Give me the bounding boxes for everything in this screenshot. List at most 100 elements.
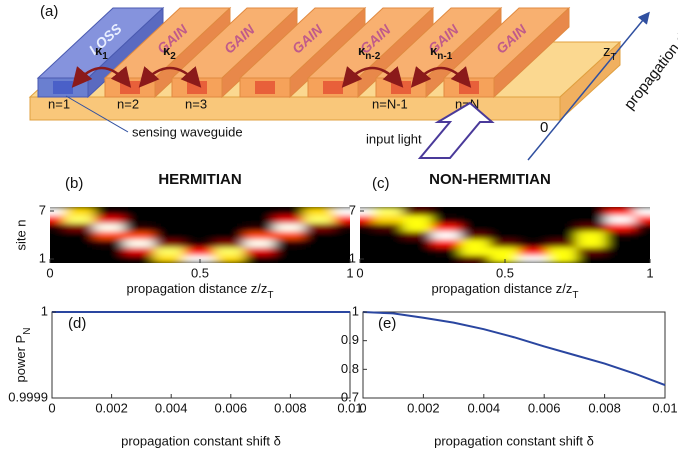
heatmap-cell [214,222,246,232]
heatmap-cell [154,207,186,216]
heatmap-cell [402,238,434,248]
coupling-arrow [410,66,472,88]
x-tick-label: 0.002 [407,400,440,415]
heatmap-cell [50,246,66,256]
heatmap-cell [431,246,463,256]
heatmap-cell [244,230,276,240]
panel-label: (a) [40,3,58,20]
heatmap-cell [634,222,650,232]
x-tick-label: 0.01 [337,400,362,415]
heatmap-cell [576,207,608,216]
x-axis-label: propagation distance z/zT [126,281,273,300]
waveguide-core [459,81,479,94]
heatmap-cell [402,222,434,232]
y-tick-label: 1 [41,303,48,318]
heatmap-cell [334,222,350,232]
heatmap-cell [64,254,96,263]
chart-title: HERMITIAN [158,171,241,188]
heatmap-cell [94,230,126,240]
heatmap-cell [64,238,96,248]
heatmap-cell [184,214,216,224]
heatmap-cell [214,207,246,216]
x-axis-label: propagation distance z/zT [431,281,578,300]
heatmap-cell [518,207,550,216]
y-tick-label: 0.9999 [8,389,48,404]
panel-label: (e) [378,315,396,332]
y-axis-label-main: power P [13,335,28,383]
heatmap-cell [431,254,463,263]
heatmap-cell [50,238,66,248]
heatmap-cell [154,246,186,256]
x-tick-label: 0.006 [528,400,561,415]
x-tick-label: 0.004 [155,400,188,415]
heatmap-cell [64,222,96,232]
heatmap-cell [402,214,434,224]
heatmap-cell [64,230,96,240]
heatmap-cell [94,222,126,232]
heatmap-cell [431,214,463,224]
y-tick-label: 7 [349,202,356,217]
heatmap-cell [402,230,434,240]
heatmap-cell [576,222,608,232]
heatmap-cell [634,207,650,216]
z-subscript: T [611,52,617,63]
heatmap-cell [50,254,66,263]
y-axis-label-sub: N [22,328,33,335]
heatmap-cell [605,214,637,224]
heatmap-cell [373,214,405,224]
heatmap-cell [64,207,96,216]
heatmap-cell [304,207,336,216]
heatmap-cell [634,246,650,256]
coupling-arrow [71,66,132,88]
heatmap-cell [214,254,246,263]
heatmap-cell [360,222,376,232]
site-label: n=3 [185,96,207,111]
heatmap-cell [94,246,126,256]
site-label: n=2 [117,96,139,111]
waveguide-core [323,81,343,94]
plot-frame [51,311,351,399]
waveguide-core [120,81,140,94]
line-panel: 0 0.002 0.004 0.006 0.008 0.01 0.7 0.8 0.9 1 (e) pr… [341,303,678,448]
waveguide-core [255,81,275,94]
x-tick-label: 0.008 [274,400,307,415]
coupling-label: κ2 [163,43,176,61]
heatmap-cell [518,214,550,224]
x-tick-label: 0.01 [652,400,677,415]
heatmap-cell [547,222,579,232]
x-tick-label: 1 [346,265,353,280]
heatmap-cell [244,214,276,224]
heatmap-cell [124,222,156,232]
heatmap-cell [124,254,156,263]
heatmap-cell [634,254,650,263]
heatmap-cell [184,207,216,216]
y-axis-label: power PN [13,328,32,383]
heatmap-cell [304,246,336,256]
pointer-line [65,95,129,133]
heatmap-cell [124,230,156,240]
heatmap-cell [576,230,608,240]
x-axis-label-main: propagation distance z/z [126,281,267,296]
heatmap-cell [489,230,521,240]
coupling-index: n-1 [437,51,452,62]
heatmap-cell [154,254,186,263]
heatmap-cell [64,246,96,256]
heatmap-cell [547,214,579,224]
heatmap-cell [184,238,216,248]
x-tick-label: 0.008 [588,400,621,415]
heatmap-cell [214,238,246,248]
y-tick-label: 1 [352,303,359,318]
input-arrow [417,101,495,159]
heatmap-cell [50,230,66,240]
heatmap-cell [334,238,350,248]
x-axis-label-sub: T [572,290,578,301]
y-tick-label: 0.9 [341,332,359,347]
heatmap-cell [304,214,336,224]
heatmap-cell [334,246,350,256]
heatmap-cell [402,207,434,216]
x-tick-label: 0.5 [496,265,514,280]
heatmap-cell [460,230,492,240]
coupling-arrow [341,66,404,88]
slab-side [559,40,621,122]
